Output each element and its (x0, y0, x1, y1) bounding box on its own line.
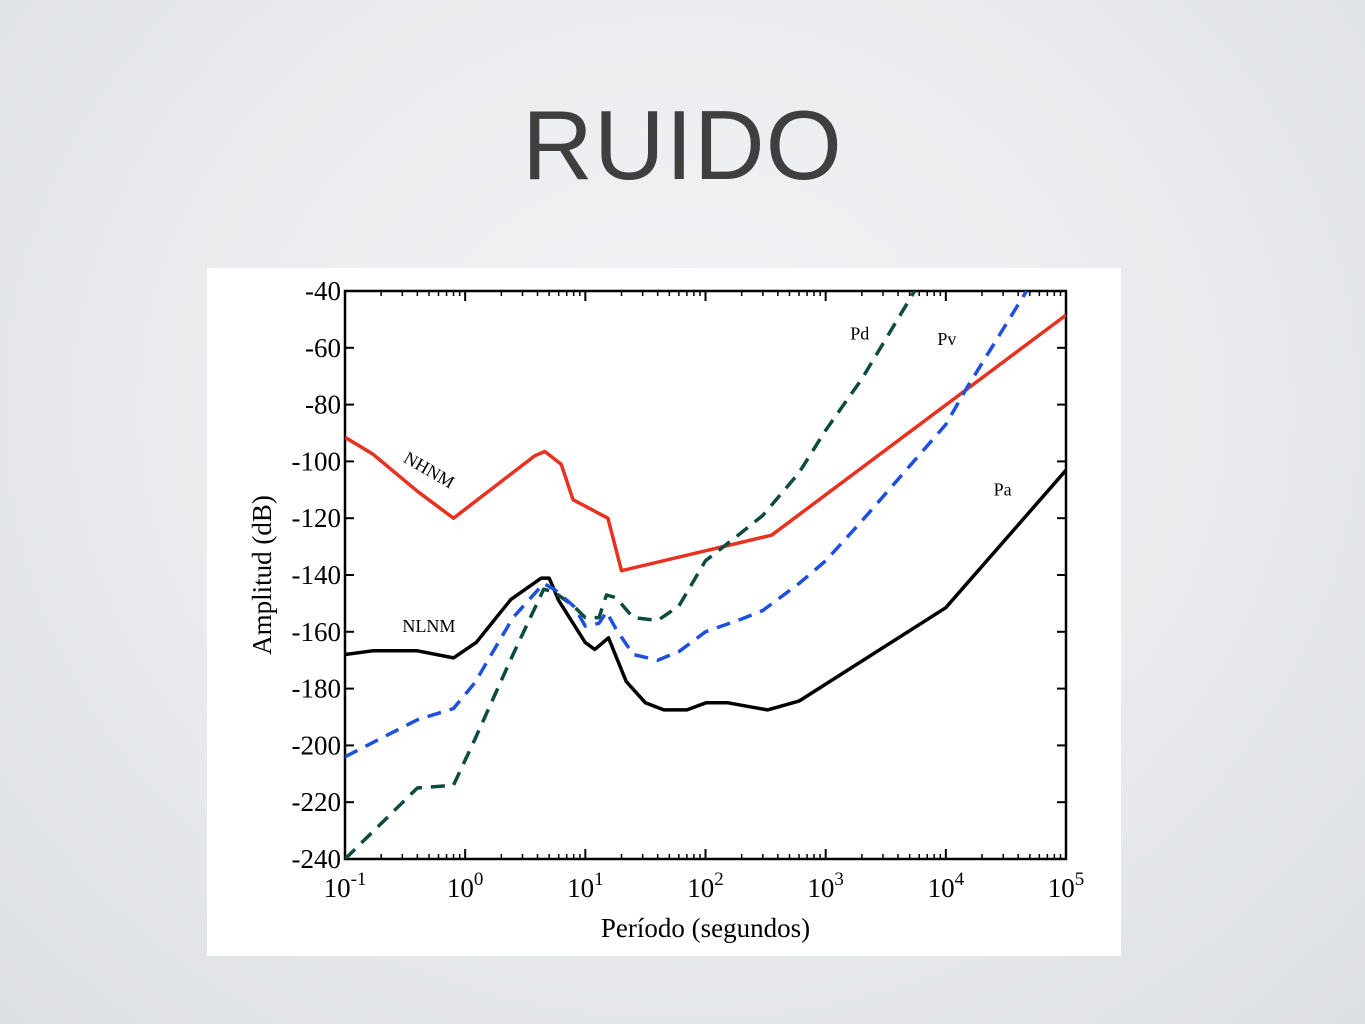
x-axis: 10-1 100 101 102 103 104 105 (324, 291, 1085, 903)
x-tick-label: 103 (807, 869, 844, 903)
plot-frame (343, 289, 1068, 861)
series-line-pd (345, 291, 917, 859)
curve-label-pd: Pd (850, 323, 869, 343)
y-tick-label: -60 (305, 333, 341, 363)
x-tick-label: 101 (567, 869, 604, 903)
y-tick-label: -140 (292, 560, 342, 590)
curve-label-pv: Pv (937, 329, 956, 349)
series-line-nhnm (345, 313, 1066, 573)
series-group (345, 291, 1066, 859)
y-tick-label: -80 (305, 390, 341, 420)
slide-title: RUIDO (522, 90, 843, 200)
y-tick-label: -180 (292, 674, 342, 704)
x-tick-label: 100 (447, 869, 484, 903)
y-axis: -40 -60 -80 -100 -120 -140 -160 -180 -200 -220 -24… (292, 276, 1066, 874)
x-tick-label: 102 (687, 869, 724, 903)
x-axis-title: Período (segundos) (601, 913, 810, 943)
y-tick-label: -120 (292, 503, 342, 533)
curve-label-nlnm: NLNM (402, 616, 455, 636)
x-tick-label: 10-1 (324, 869, 367, 903)
curve-label-pa: Pa (994, 479, 1012, 499)
plot-border (343, 289, 1068, 861)
series-line-nlnm (345, 469, 1066, 712)
y-tick-label: -100 (292, 446, 342, 476)
y-tick-label: -240 (292, 844, 342, 874)
noise-model-chart: -40 -60 -80 -100 -120 -140 -160 -180 -200 -220 -24… (247, 276, 1085, 943)
y-tick-label: -40 (305, 276, 341, 306)
y-tick-label: -200 (292, 730, 342, 760)
x-tick-label: 105 (1048, 869, 1085, 903)
y-axis-title: Amplitud (dB) (247, 495, 277, 655)
y-tick-label: -220 (292, 787, 342, 817)
series-line-pv (345, 291, 1029, 759)
x-tick-label: 104 (928, 869, 965, 903)
y-tick-label: -160 (292, 617, 342, 647)
chart-panel: -40 -60 -80 -100 -120 -140 -160 -180 -200 -220 -24… (207, 268, 1121, 956)
